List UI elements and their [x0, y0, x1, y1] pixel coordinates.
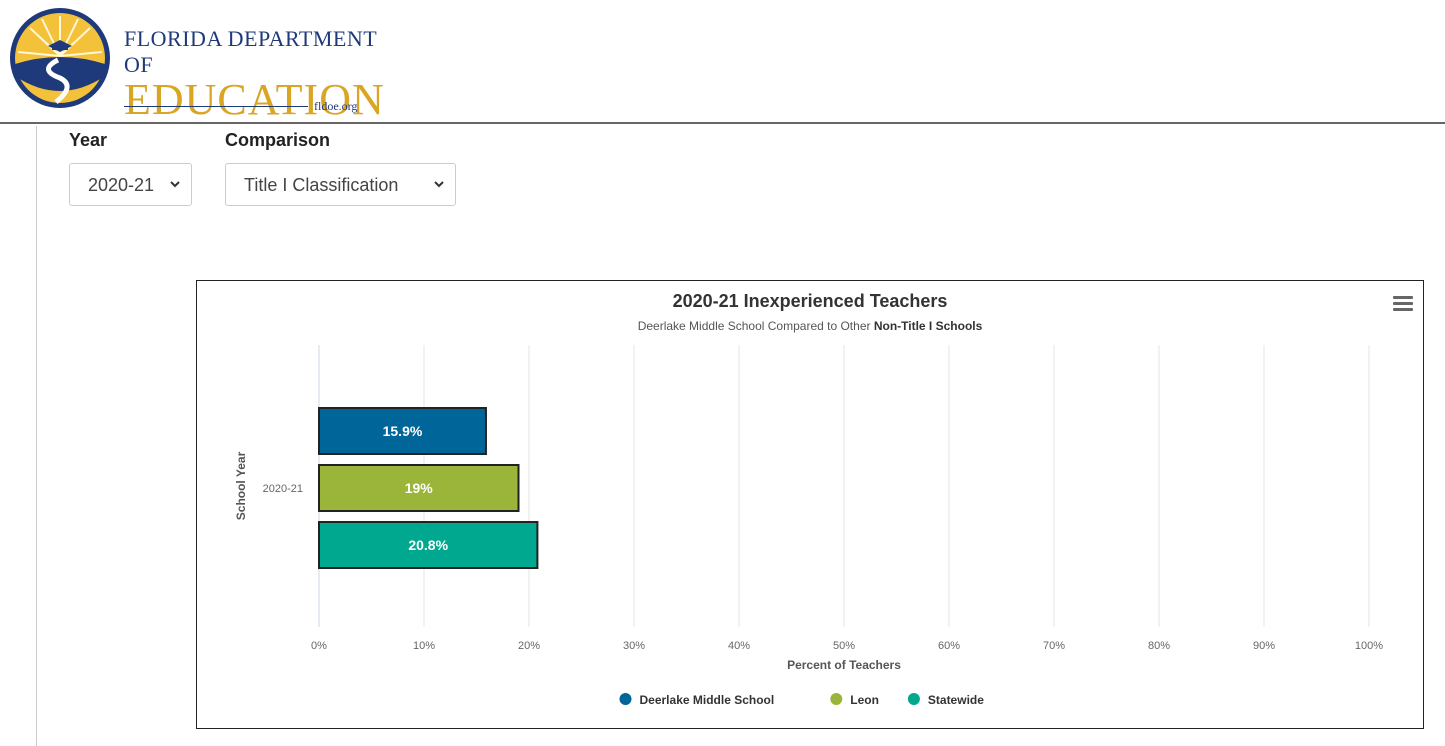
year-select-value: 2020-21 — [88, 175, 155, 195]
x-tick-label: 10% — [413, 640, 435, 652]
x-tick-label: 20% — [518, 640, 540, 652]
chart-container: 2020-21 Inexperienced Teachers Deerlake … — [196, 280, 1424, 729]
legend-marker — [907, 693, 920, 705]
logo-url: fldoe.org — [314, 99, 358, 113]
legend-marker — [830, 693, 843, 705]
bar-chart: 2020-21 Inexperienced Teachers Deerlake … — [234, 291, 1383, 707]
logo-line2: EDUCATION — [124, 75, 385, 124]
bars: 15.9% 19% 20.8% — [318, 407, 539, 569]
bar-data-label: 20.8% — [408, 537, 448, 553]
x-tick-label: 40% — [728, 640, 750, 652]
x-tick-label: 100% — [1355, 640, 1383, 652]
comparison-label: Comparison — [225, 130, 331, 150]
year-label: Year — [69, 130, 108, 150]
chart-subtitle-prefix: Deerlake Middle School Compared to Other — [638, 319, 874, 333]
legend-item[interactable]: Statewide — [928, 693, 984, 707]
y-axis-label: School Year — [234, 451, 248, 520]
fldoe-logo[interactable]: FLORIDA DEPARTMENT OF EDUCATION fldoe.or… — [8, 6, 384, 122]
x-tick-label: 70% — [1043, 640, 1065, 652]
gridlines — [318, 345, 1370, 627]
x-tick-label: 0% — [311, 640, 327, 652]
left-divider — [36, 126, 37, 746]
comparison-select[interactable]: Title I Classification — [225, 163, 456, 206]
sun-seal-icon — [10, 8, 110, 108]
hamburger-menu-icon[interactable] — [1393, 296, 1413, 312]
bar[interactable] — [318, 464, 520, 512]
logo-line1: FLORIDA DEPARTMENT OF — [124, 26, 377, 77]
legend-marker — [619, 693, 632, 705]
year-select[interactable]: 2020-21 — [69, 163, 192, 206]
logo-wordmark: FLORIDA DEPARTMENT OF EDUCATION fldoe.or… — [124, 26, 385, 124]
bar-data-label: 15.9% — [383, 423, 423, 439]
x-axis-ticks: 0% 10% 20% 30% 40% 50% 60% 70% 80% 90% 100% — [311, 640, 1383, 652]
x-tick-label: 90% — [1253, 640, 1275, 652]
chevron-down-icon — [170, 181, 180, 188]
x-tick-label: 50% — [833, 640, 855, 652]
legend-item[interactable]: Deerlake Middle School — [640, 693, 775, 707]
chevron-down-icon — [434, 181, 444, 188]
logo-divider — [124, 106, 308, 107]
site-header: FLORIDA DEPARTMENT OF EDUCATION fldoe.or… — [0, 0, 1445, 124]
bar-data-label: 19% — [405, 480, 434, 496]
chart-subtitle: Deerlake Middle School Compared to Other… — [638, 319, 983, 333]
chart-title: 2020-21 Inexperienced Teachers — [673, 291, 948, 311]
comparison-select-value: Title I Classification — [244, 175, 399, 195]
x-axis-label: Percent of Teachers — [787, 658, 901, 672]
x-tick-label: 30% — [623, 640, 645, 652]
y-axis-categories: 2020-21 — [263, 483, 303, 495]
legend: Deerlake Middle School Leon Statewide — [619, 693, 984, 707]
bar[interactable] — [318, 407, 487, 455]
bar[interactable] — [318, 521, 539, 569]
x-tick-label: 80% — [1148, 640, 1170, 652]
chart-subtitle-bold: Non-Title I Schools — [874, 319, 983, 333]
y-category-label: 2020-21 — [263, 483, 303, 495]
x-tick-label: 60% — [938, 640, 960, 652]
legend-item[interactable]: Leon — [850, 693, 879, 707]
